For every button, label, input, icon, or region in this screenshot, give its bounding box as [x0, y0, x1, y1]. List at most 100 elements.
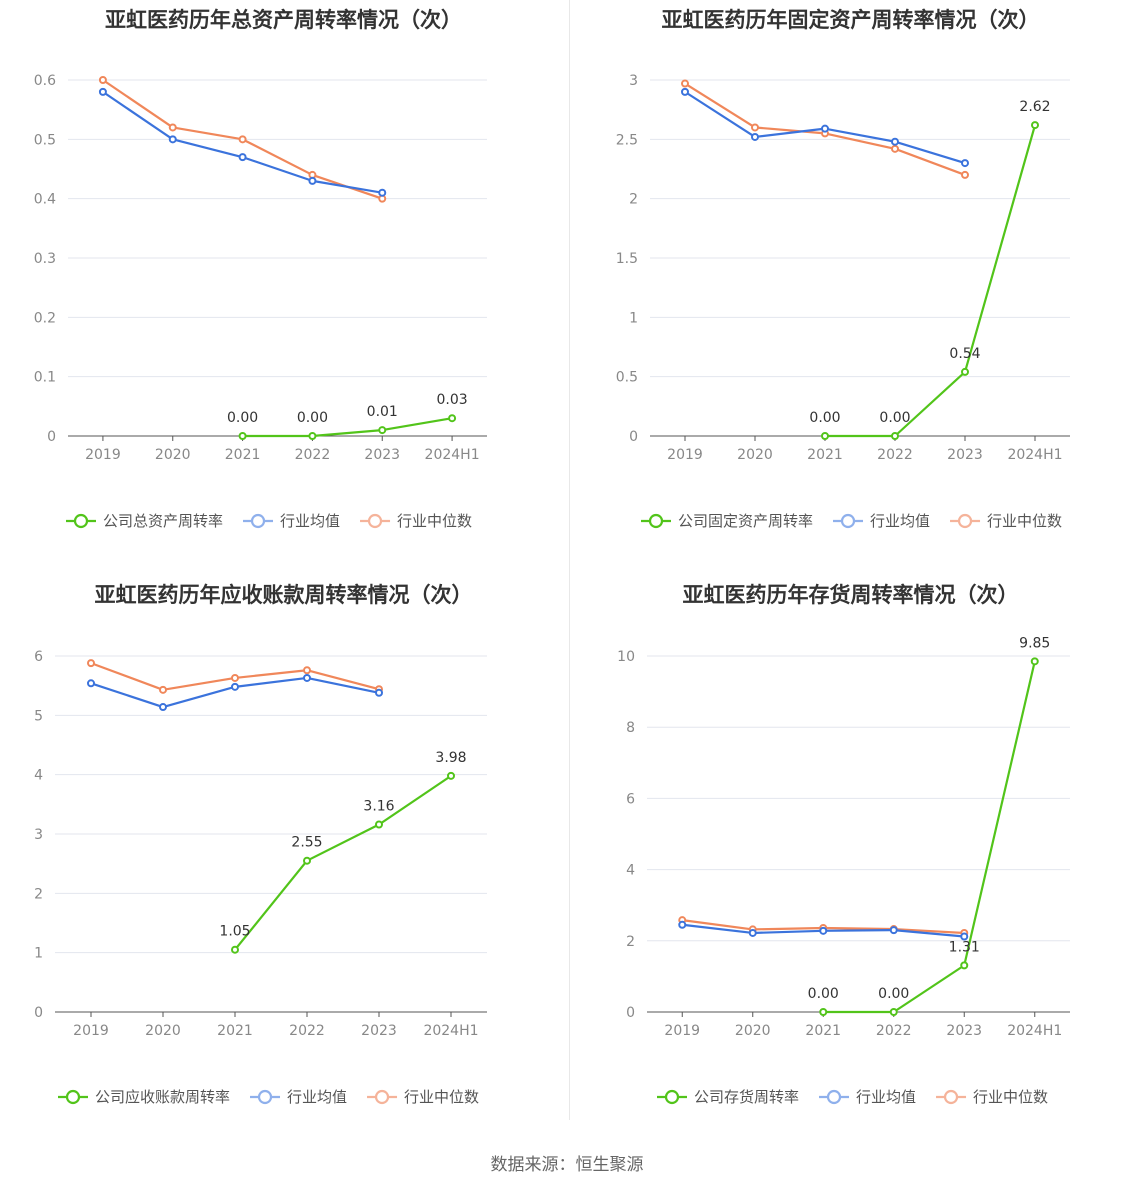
y-tick-label: 0.1: [34, 370, 56, 386]
panel-divider: [569, 0, 570, 1120]
legend-item-median[interactable]: 行业中位数: [950, 512, 1062, 530]
data-point-average[interactable]: [961, 159, 969, 168]
chart-panel-receivables-turnover: 亚虹医药历年应收账款周转率情况（次） 0 1 2 3 4 5 6 2019 2020 2021 20…: [0, 576, 567, 1152]
data-point-average[interactable]: [960, 932, 969, 941]
x-tick-label: 2020: [145, 1023, 181, 1039]
data-point-average[interactable]: [159, 703, 167, 712]
data-point-average[interactable]: [751, 132, 759, 141]
data-point-company[interactable]: [375, 820, 383, 829]
y-tick-label: 0.2: [34, 310, 56, 326]
chart-panel-fixed-asset-turnover: 亚虹医药历年固定资产周转率情况（次） 0 0.5 1 1.5 2 2.5 3 2019 2020…: [567, 0, 1134, 576]
y-tick-label: 4: [34, 768, 43, 784]
data-point-average[interactable]: [87, 679, 95, 688]
y-tick-label: 8: [626, 720, 635, 736]
x-tick-label: 2024H1: [1007, 1023, 1062, 1039]
data-point-average[interactable]: [231, 682, 239, 691]
data-point-average[interactable]: [678, 920, 687, 929]
x-tick-label: 2024H1: [425, 447, 480, 463]
y-tick-label: 2: [626, 934, 635, 950]
data-point-company[interactable]: [303, 856, 311, 865]
legend-item-company[interactable]: 公司固定资产周转率: [641, 512, 813, 530]
data-point-company[interactable]: [448, 414, 457, 423]
legend-item-company[interactable]: 公司应收账款周转率: [58, 1088, 230, 1106]
x-tick-label: 2021: [225, 447, 261, 463]
data-point-median[interactable]: [751, 123, 759, 132]
x-tick-label: 2023: [946, 1023, 982, 1039]
data-point-company[interactable]: [960, 961, 969, 970]
data-point-median[interactable]: [87, 659, 95, 668]
data-point-average[interactable]: [168, 135, 177, 144]
data-point-average[interactable]: [819, 926, 828, 935]
data-point-median[interactable]: [168, 123, 177, 132]
y-tick-label: 1.5: [616, 251, 638, 267]
legend-item-average[interactable]: 行业均值: [833, 512, 930, 530]
data-point-median[interactable]: [891, 144, 899, 153]
data-point-average[interactable]: [681, 87, 689, 96]
data-point-company[interactable]: [889, 1008, 898, 1016]
data-point-average[interactable]: [98, 87, 107, 96]
data-point-average[interactable]: [303, 673, 311, 682]
data-point-company[interactable]: [961, 367, 969, 376]
legend-label: 行业中位数: [973, 1088, 1048, 1106]
data-point-company[interactable]: [231, 945, 239, 954]
legend-label: 公司固定资产周转率: [678, 512, 813, 530]
data-point-average[interactable]: [378, 188, 387, 197]
data-point-company[interactable]: [1030, 657, 1039, 666]
data-point-average[interactable]: [238, 153, 247, 162]
series-line-company: [823, 661, 1036, 1014]
data-point-median[interactable]: [159, 685, 167, 694]
data-point-company[interactable]: [378, 426, 387, 435]
legend-item-company[interactable]: 公司存货周转率: [657, 1088, 799, 1106]
y-tick-label: 0.5: [34, 132, 56, 148]
y-tick-label: 0: [629, 429, 638, 445]
data-point-company[interactable]: [891, 432, 899, 440]
data-label: 0.00: [878, 986, 909, 1002]
source-footer: 数据来源：恒生聚源: [490, 1155, 644, 1175]
series-line-average: [90, 676, 380, 709]
legend-item-average[interactable]: 行业均值: [243, 512, 340, 530]
data-point-company[interactable]: [1031, 121, 1039, 130]
legend-item-average[interactable]: 行业均值: [250, 1088, 347, 1106]
data-point-company[interactable]: [447, 771, 455, 780]
data-point-average[interactable]: [748, 928, 757, 937]
data-label: 0.00: [809, 410, 840, 426]
legend-label: 行业均值: [287, 1088, 347, 1106]
data-point-median[interactable]: [961, 170, 969, 179]
data-label: 1.05: [219, 924, 250, 940]
data-label: 3.98: [435, 750, 466, 766]
data-point-average[interactable]: [821, 124, 829, 133]
x-tick-label: 2020: [735, 1023, 771, 1039]
data-point-company[interactable]: [819, 1008, 828, 1016]
chart-panel-total-asset-turnover: 亚虹医药历年总资产周转率情况（次） 0 0.1 0.2 0.3 0.4 0.5 0.6 201…: [0, 0, 567, 576]
data-point-median[interactable]: [681, 79, 689, 88]
data-point-median[interactable]: [98, 76, 107, 84]
legend-label: 行业中位数: [987, 512, 1062, 530]
data-point-average[interactable]: [308, 176, 317, 185]
legend-item-company[interactable]: 公司总资产周转率: [66, 512, 223, 530]
legend-item-average[interactable]: 行业均值: [819, 1088, 916, 1106]
chart-svg: 0 0.5 1 1.5 2 2.5 3 2019 2020 2021 2022 2023 2024H1 0…: [616, 73, 1070, 530]
data-point-company[interactable]: [308, 432, 317, 440]
data-point-median[interactable]: [231, 673, 239, 682]
y-tick-label: 6: [34, 649, 43, 665]
data-point-company[interactable]: [238, 432, 247, 440]
legend-label: 行业均值: [856, 1088, 916, 1106]
chart-svg: 0 0.1 0.2 0.3 0.4 0.5 0.6 2019 2020 2021 2022 2023 2…: [34, 73, 487, 530]
data-point-average[interactable]: [889, 926, 898, 935]
legend-marker: [840, 513, 856, 529]
data-point-average[interactable]: [375, 688, 383, 697]
data-point-company[interactable]: [821, 432, 829, 440]
legend-item-median[interactable]: 行业中位数: [367, 1088, 479, 1106]
x-tick-label: 2023: [947, 447, 983, 463]
legend-item-median[interactable]: 行业中位数: [360, 512, 472, 530]
data-point-median[interactable]: [238, 135, 247, 144]
data-point-median[interactable]: [303, 666, 311, 675]
x-tick-label: 2022: [877, 447, 913, 463]
y-tick-label: 2: [34, 886, 43, 902]
y-tick-label: 4: [626, 863, 635, 879]
data-point-average[interactable]: [891, 137, 899, 146]
x-tick-label: 2019: [73, 1023, 109, 1039]
x-tick-label: 2019: [664, 1023, 700, 1039]
legend-item-median[interactable]: 行业中位数: [936, 1088, 1048, 1106]
legend-marker: [73, 513, 89, 529]
